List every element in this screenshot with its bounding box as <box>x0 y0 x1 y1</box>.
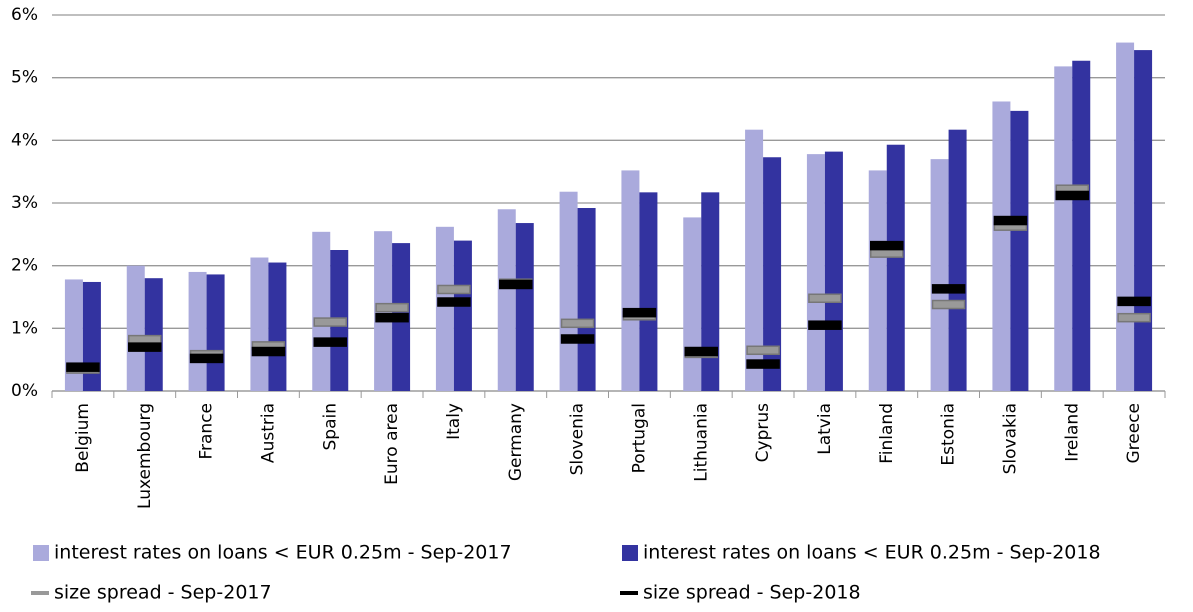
spread-marker <box>1055 190 1089 201</box>
bar <box>948 129 967 391</box>
bar <box>577 208 596 391</box>
bar <box>206 274 225 391</box>
bar <box>1072 60 1091 391</box>
bar <box>1010 110 1029 391</box>
x-tick-label: Germany <box>506 403 526 481</box>
bar <box>992 101 1011 391</box>
y-tick-label: 2% <box>11 256 38 276</box>
spread-marker <box>746 359 780 369</box>
bar <box>453 240 472 391</box>
legend-swatch <box>622 545 638 561</box>
bar <box>250 257 269 391</box>
spread-marker <box>993 215 1028 226</box>
spread-marker <box>128 342 162 352</box>
spread-marker <box>313 337 347 347</box>
bar <box>824 151 843 391</box>
legend-swatch <box>31 591 49 595</box>
x-tick-label: Portugal <box>629 403 649 473</box>
y-tick-label: 3% <box>11 193 38 213</box>
x-tick-label: Belgium <box>73 403 93 473</box>
x-tick-label: Luxembourg <box>135 403 155 509</box>
spread-marker <box>931 299 966 310</box>
x-tick-label: Lithuania <box>691 403 711 482</box>
spread-marker <box>808 293 842 304</box>
bar <box>701 192 720 391</box>
spread-marker <box>375 302 409 313</box>
bar <box>82 281 101 391</box>
y-tick-label: 0% <box>11 381 38 401</box>
bar <box>1116 42 1135 391</box>
bar <box>763 157 782 391</box>
spread-marker <box>499 279 533 290</box>
x-tick-label: Estonia <box>939 403 959 466</box>
spread-marker <box>746 345 780 356</box>
spread-marker <box>1117 312 1151 323</box>
x-tick-label: Italy <box>444 403 464 440</box>
bar <box>621 170 640 391</box>
bar <box>312 231 331 391</box>
spread-marker <box>1117 296 1151 307</box>
bar <box>188 271 207 391</box>
spread-marker <box>189 353 224 364</box>
bar <box>930 159 949 391</box>
bar <box>639 192 658 391</box>
bar <box>806 154 825 391</box>
x-tick-label: Greece <box>1124 403 1144 464</box>
bar <box>559 191 578 391</box>
spread-marker <box>622 307 657 318</box>
x-tick-label: France <box>197 403 217 460</box>
spread-marker <box>251 346 286 357</box>
x-tick-label: Finland <box>877 403 897 464</box>
bar <box>497 209 516 391</box>
y-tick-label: 6% <box>11 5 38 25</box>
y-tick-label: 5% <box>11 68 38 88</box>
x-tick-label: Euro area <box>382 403 402 485</box>
spread-marker <box>437 284 471 295</box>
spread-marker <box>870 240 904 251</box>
bar <box>1134 50 1153 392</box>
x-tick-label: Slovenia <box>568 403 588 475</box>
x-tick-label: Cyprus <box>753 403 773 462</box>
spread-marker <box>560 318 595 329</box>
legend-label: size spread - Sep-2017 <box>54 582 272 604</box>
x-tick-label: Austria <box>258 403 278 463</box>
bar <box>515 223 534 391</box>
legend-label: size spread - Sep-2018 <box>643 582 861 604</box>
legend-label: interest rates on loans < EUR 0.25m - Se… <box>54 542 512 564</box>
spread-marker <box>313 317 347 327</box>
bar <box>435 226 454 391</box>
spread-marker <box>808 320 842 330</box>
bar <box>144 278 163 391</box>
spread-marker <box>375 312 409 323</box>
x-tick-label: Ireland <box>1062 403 1082 462</box>
spread-marker <box>437 297 471 307</box>
x-tick-label: Latvia <box>815 403 835 455</box>
y-tick-label: 4% <box>11 130 38 150</box>
legend-label: interest rates on loans < EUR 0.25m - Se… <box>643 542 1101 564</box>
bar <box>886 144 905 391</box>
spread-marker <box>66 362 100 372</box>
bar <box>745 129 764 391</box>
x-tick-label: Spain <box>320 403 340 451</box>
bar <box>126 265 145 391</box>
x-tick-label: Slovakia <box>1000 403 1020 474</box>
legend-swatch <box>620 591 638 595</box>
bar <box>268 262 287 391</box>
bar <box>64 279 83 391</box>
y-tick-label: 1% <box>11 318 38 338</box>
bar <box>1054 66 1073 392</box>
bar <box>683 217 702 391</box>
spread-marker <box>931 284 966 294</box>
legend-swatch <box>33 545 49 561</box>
spread-marker <box>684 346 718 357</box>
spread-marker <box>560 334 595 344</box>
bar <box>868 170 887 391</box>
